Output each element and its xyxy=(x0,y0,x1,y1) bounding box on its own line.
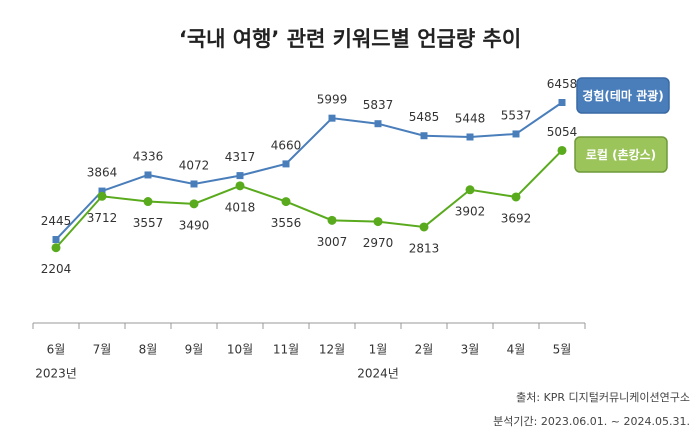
data-label: 3902 xyxy=(455,204,486,218)
series-line xyxy=(55,149,563,249)
series-line xyxy=(55,101,563,241)
point-marker xyxy=(511,192,521,202)
chart-title: ‘국내 여행’ 관련 키워드별 언급량 추이 xyxy=(179,27,521,51)
point-marker xyxy=(419,222,429,232)
year-label: 2023년 xyxy=(35,367,77,381)
point-marker xyxy=(51,243,61,253)
point-marker xyxy=(235,181,245,191)
data-label: 5448 xyxy=(455,111,486,125)
data-label: 3864 xyxy=(87,166,118,180)
data-label: 2813 xyxy=(409,241,440,255)
x-tick-label: 6월 xyxy=(47,343,66,357)
point-marker xyxy=(558,99,566,107)
point-marker xyxy=(189,199,199,209)
source-note: 출처: KPR 디지털커뮤니케이션연구소 xyxy=(516,391,690,404)
point-marker xyxy=(557,145,567,155)
x-tick-label: 3월 xyxy=(461,343,480,357)
point-marker xyxy=(144,171,152,179)
point-marker xyxy=(98,187,106,195)
point-marker xyxy=(97,191,107,201)
x-tick-label: 9월 xyxy=(185,343,204,357)
x-tick-label: 12월 xyxy=(319,343,345,357)
data-label: 5537 xyxy=(501,108,532,122)
data-label: 4317 xyxy=(225,150,256,164)
data-label: 3557 xyxy=(133,216,164,230)
x-tick-label: 10월 xyxy=(227,343,253,357)
legend-box xyxy=(576,77,670,114)
x-tick-label: 5월 xyxy=(553,343,572,357)
point-marker xyxy=(143,197,153,207)
point-marker xyxy=(281,197,291,207)
x-tick-label: 11월 xyxy=(273,343,299,357)
x-tick-label: 1월 xyxy=(369,343,388,357)
data-label: 5999 xyxy=(317,93,348,107)
point-marker xyxy=(236,172,244,180)
point-marker xyxy=(282,160,290,168)
data-label: 5485 xyxy=(409,110,440,124)
point-marker xyxy=(327,215,337,225)
data-label: 6458 xyxy=(547,77,578,91)
point-marker xyxy=(420,132,428,140)
point-marker xyxy=(190,180,198,188)
data-label: 3712 xyxy=(87,211,118,225)
data-label: 2445 xyxy=(41,214,72,228)
data-label: 2204 xyxy=(41,262,72,276)
data-label: 3490 xyxy=(179,218,210,232)
point-marker xyxy=(328,114,336,122)
data-label: 3007 xyxy=(317,235,348,249)
x-tick-label: 7월 xyxy=(93,343,112,357)
point-marker xyxy=(374,120,382,128)
point-marker xyxy=(373,217,383,227)
legend-label: 로컬 (촌캉스) xyxy=(586,147,656,162)
year-label: 2024년 xyxy=(357,367,399,381)
data-label: 2970 xyxy=(363,236,394,250)
x-tick-label: 4월 xyxy=(507,343,526,357)
x-tick-label: 8월 xyxy=(139,343,158,357)
legend-box xyxy=(574,136,668,173)
point-marker xyxy=(52,236,60,244)
data-label: 5837 xyxy=(363,98,394,112)
data-label: 5054 xyxy=(547,125,578,139)
data-label: 4336 xyxy=(133,149,164,163)
x-tick-label: 2월 xyxy=(415,343,434,357)
data-label: 4660 xyxy=(271,138,302,152)
data-label: 4018 xyxy=(225,200,256,214)
point-marker xyxy=(465,185,475,195)
data-label: 3556 xyxy=(271,216,302,230)
point-marker xyxy=(466,133,474,141)
period-note: 분석기간: 2023.06.01. ~ 2024.05.31. xyxy=(493,415,690,428)
data-label: 4072 xyxy=(179,158,210,172)
point-marker xyxy=(512,130,520,138)
legend-label: 경험(테마 관광) xyxy=(582,88,663,103)
data-label: 3692 xyxy=(501,211,532,225)
